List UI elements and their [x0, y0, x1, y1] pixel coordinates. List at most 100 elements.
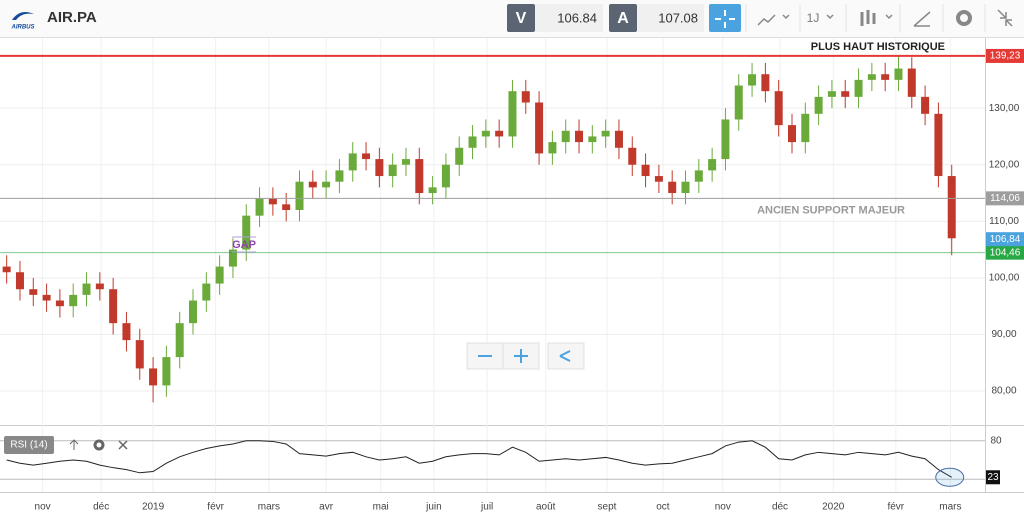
candle-body — [548, 142, 557, 154]
logo-mark — [12, 12, 34, 20]
candle-body — [255, 198, 264, 216]
candle-body — [268, 198, 277, 205]
y-tick-label: 100,00 — [989, 273, 1020, 284]
rsi-highlight — [935, 467, 965, 487]
candle-body — [508, 91, 517, 137]
candle-body — [242, 215, 251, 250]
ask-label: A — [617, 10, 629, 27]
candle-body — [535, 102, 544, 154]
candle-body — [82, 283, 91, 295]
rsi-settings-icon[interactable] — [93, 439, 105, 451]
gap-annotation: GAP — [232, 239, 256, 251]
candle-body — [69, 294, 78, 307]
candle-body — [641, 164, 650, 177]
rsi-close-icon[interactable] — [118, 440, 128, 450]
draw-icon[interactable] — [913, 11, 931, 27]
price-tag-label: 114,06 — [990, 193, 1020, 204]
symbol: AIR.PA — [47, 9, 97, 26]
toolbar-icons — [757, 9, 1013, 27]
x-tick-label: nov — [35, 502, 51, 513]
price-tag — [986, 48, 1024, 63]
candle-body — [774, 91, 783, 126]
candle-body — [295, 181, 304, 210]
candle-body — [2, 266, 11, 273]
x-tick-label: août — [536, 502, 556, 513]
x-tick-label: sept — [598, 502, 617, 513]
y-tick-label: 120,00 — [989, 159, 1020, 170]
logo: AIRBUS — [10, 25, 34, 31]
x-tick-label: déc — [772, 502, 788, 513]
x-tick-label: avr — [319, 502, 334, 513]
y-tick-label: 130,00 — [989, 103, 1020, 114]
y-tick-label: 90,00 — [991, 329, 1016, 340]
x-tick-label: juil — [480, 502, 493, 513]
candle-body — [801, 113, 810, 143]
candle-body — [149, 368, 158, 386]
candle-body — [907, 68, 916, 97]
x-tick-label: févr — [887, 502, 904, 513]
candle-body — [588, 136, 597, 143]
candle-body — [428, 187, 437, 194]
candle-body — [894, 68, 903, 80]
x-tick-label: déc — [93, 502, 109, 513]
rsi-tag — [986, 470, 1000, 485]
chart-layer: nov déc 2019 févr mars avr mai juin juil août sept… — [0, 38, 1024, 513]
x-tick-label: févr — [207, 502, 224, 513]
candle-body — [348, 153, 357, 171]
candle-body — [15, 272, 24, 290]
candle-body — [29, 289, 38, 295]
candle-body — [681, 181, 690, 194]
dropdown-arrow — [782, 14, 790, 20]
candle-body — [135, 340, 144, 369]
candle-body — [521, 91, 530, 103]
toolbar-dividers — [745, 4, 986, 32]
candle-body — [614, 130, 623, 148]
last-price-label: 106,84 — [990, 234, 1021, 245]
x-tick-label: 2019 — [142, 502, 165, 513]
candle-body — [495, 130, 504, 137]
indicator-icon[interactable] — [860, 10, 876, 26]
settings-icon[interactable] — [956, 10, 972, 26]
candle-body — [708, 159, 717, 171]
crosshair-button[interactable] — [709, 4, 741, 32]
candle-body — [162, 357, 171, 386]
candle-body — [189, 300, 198, 324]
rsi-tick-label: 80 — [990, 435, 1002, 446]
chart-type-icon[interactable] — [757, 14, 776, 26]
plus-icon — [514, 349, 528, 363]
bid-button[interactable] — [507, 4, 535, 32]
dropdown-arrow — [885, 14, 893, 20]
ask-box — [637, 4, 704, 32]
y-tick-label: 110,00 — [989, 216, 1019, 227]
candle-body — [947, 176, 956, 239]
candle-body — [175, 323, 184, 358]
candle-body — [455, 147, 464, 165]
rsi-up-icon[interactable] — [69, 439, 79, 450]
x-tick-label: 2020 — [822, 502, 845, 513]
candle-body — [308, 181, 317, 188]
x-tick-label: juin — [425, 502, 442, 513]
share-button[interactable] — [547, 342, 585, 370]
rsi-line — [6, 440, 952, 478]
candle-body — [761, 74, 770, 92]
bid-box — [535, 4, 603, 32]
candle-body — [95, 283, 104, 290]
candle-body — [734, 85, 743, 120]
level-text: PLUS HAUT HISTORIQUE — [811, 41, 945, 53]
rsi-badge[interactable] — [4, 436, 54, 454]
candle-body — [601, 130, 610, 137]
level-text: ANCIEN SUPPORT MAJEUR — [757, 204, 905, 216]
candle-body — [841, 91, 850, 97]
y-tick-label: 80,00 — [991, 386, 1016, 397]
last-price-tag — [986, 232, 1024, 247]
candle-body — [481, 130, 490, 137]
interval[interactable]: 1J — [807, 11, 820, 25]
candle-body — [881, 74, 890, 80]
candle-body — [721, 119, 730, 160]
ask-button[interactable] — [609, 4, 637, 32]
x-tick-label: mai — [373, 502, 389, 513]
candle-body — [575, 130, 584, 143]
fullscreen-icon[interactable] — [997, 9, 1013, 27]
bid-label: V — [516, 10, 527, 27]
